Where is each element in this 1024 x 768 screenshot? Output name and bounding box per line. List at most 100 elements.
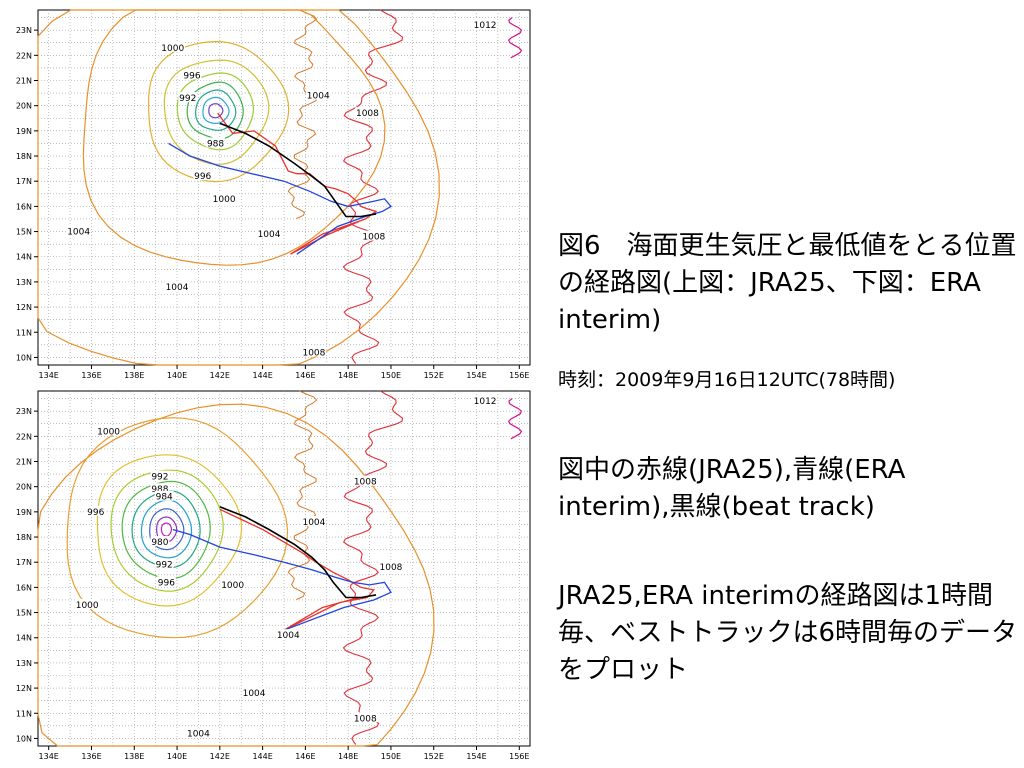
jra25-map-y-tick-label: 13N	[16, 278, 32, 287]
era-map-isobar	[140, 499, 193, 559]
era-map-x-tick-label: 136E	[81, 752, 101, 761]
jra25-map-isobar-label: 1004	[166, 283, 189, 293]
jra25-map-axes: 134E 136E 138E 140E 142E 144E 146E 148E 150E 152E…	[16, 26, 530, 380]
jra25-map-isobar-label: 992	[179, 94, 196, 104]
era-map-isobar-label: 992	[151, 473, 168, 483]
era-interim-map-panel: 1012 1000 992 988 984 996 980 992 996 1000 1000 100…	[0, 385, 540, 768]
era-map-isobar-label: 1008	[380, 563, 403, 573]
jra25-map-y-tick-label: 23N	[16, 26, 32, 35]
era-map-isobar	[160, 522, 172, 537]
era-map-isobar-label: 1004	[277, 631, 300, 641]
jra25-map-y-tick-label: 22N	[16, 51, 32, 60]
era-map-y-tick-label: 18N	[16, 533, 32, 542]
era-map-coastline	[287, 390, 523, 745]
figure-caption-legend: 図中の赤線(JRA25),青線(ERA interim),黒線(beat tra…	[558, 455, 906, 522]
jra25-map-x-tick-label: 134E	[39, 371, 59, 380]
jra25-map-isobar	[163, 59, 270, 165]
era-map-axes: 134E 136E 138E 140E 142E 144E 146E 148E 150E 152E…	[16, 407, 530, 761]
era-map-jra25-track	[219, 508, 376, 631]
era-map-isobar-label: 1008	[354, 478, 377, 488]
jra25-map-y-tick-label: 21N	[16, 76, 32, 85]
jra25-map-y-tick-label: 18N	[16, 152, 32, 161]
era-map-y-tick-label: 15N	[16, 609, 32, 618]
era-map-isobar	[121, 480, 211, 580]
era-map-y-tick-label: 13N	[16, 659, 32, 668]
jra25-map-isobar-label: 1000	[161, 44, 184, 54]
era-map-isobar-label: 988	[151, 485, 168, 495]
jra25-map-x-tick-label: 150E	[381, 371, 401, 380]
era-map-y-tick-label: 12N	[16, 684, 32, 693]
era-map-isobar	[149, 508, 185, 551]
era-map-x-tick-label: 156E	[509, 752, 529, 761]
era-map-x-tick-label: 142E	[210, 752, 230, 761]
figure-caption-note: JRA25,ERA interimの経路図は1時間毎、ベストトラックは6時間毎の…	[558, 581, 1018, 685]
jra25-map-y-tick-label: 15N	[16, 228, 32, 237]
jra25-map-y-tick-label: 20N	[16, 102, 32, 111]
jra25-map-isobar	[176, 72, 255, 151]
jra25-map-isobar-label: 1008	[362, 233, 385, 243]
era-map-isobar-label: 1008	[354, 714, 377, 724]
era-map-y-tick-label: 22N	[16, 432, 32, 441]
jra25-map-coastline	[287, 9, 523, 364]
jra25-map-y-tick-label: 14N	[16, 253, 32, 262]
jra25-map-x-tick-label: 138E	[124, 371, 144, 380]
era-map-x-tick-label: 146E	[295, 752, 315, 761]
jra25-map-isobar-label: 988	[207, 139, 224, 149]
jra25-map-y-tick-label: 16N	[16, 202, 32, 211]
era-map-y-tick-label: 11N	[16, 709, 32, 718]
era-map-isobar-label: 1000	[221, 581, 244, 591]
jra25-map-isobar-label: 1008	[302, 348, 325, 358]
jra25-map-isobar	[186, 81, 244, 140]
jra25-map-isobar	[194, 89, 237, 131]
era-map-x-tick-label: 138E	[124, 752, 144, 761]
jra25-map-isobar	[208, 103, 224, 119]
jra25-contour-map: 1012 1000 996 992 1004 1008 988 996 1000 1004 1004…	[16, 9, 531, 380]
jra25-map-x-tick-label: 146E	[295, 371, 315, 380]
jra25-map-isobar	[202, 96, 230, 124]
era-map-y-tick-label: 17N	[16, 558, 32, 567]
era-map-tracks	[172, 506, 392, 631]
era-map-y-tick-label: 21N	[16, 457, 32, 466]
jra25-map-panel: 1012 1000 996 992 1004 1008 988 996 1000 1004 1004…	[0, 0, 540, 385]
jra25-map-isobar	[82, 9, 386, 266]
era-map-isobars	[37, 403, 435, 747]
jra25-map-y-tick-label: 19N	[16, 127, 32, 136]
era-map-isobar-label: 992	[156, 561, 173, 571]
jra25-map-isobar-labels: 1012 1000 996 992 1004 1008 988 996 1000 1004 1004…	[66, 19, 498, 358]
jra25-map-y-tick-label: 11N	[16, 328, 32, 337]
era-map-y-tick-label: 19N	[16, 508, 32, 517]
jra25-map-isobar-label: 1008	[356, 109, 379, 119]
jra25-map-x-tick-label: 140E	[167, 371, 187, 380]
era-map-x-tick-label: 134E	[39, 752, 59, 761]
era-map-y-tick-label: 10N	[16, 734, 32, 743]
era-map-y-tick-label: 20N	[16, 483, 32, 492]
figure-caption-time: 時刻：2009年9月16日12UTC(78時間)	[558, 369, 896, 391]
era-map-x-tick-label: 154E	[466, 752, 486, 761]
era-map-x-tick-label: 148E	[338, 752, 358, 761]
era-map-isobar	[37, 403, 435, 747]
jra25-map-x-tick-label: 136E	[81, 371, 101, 380]
jra25-map-isobar-label: 1000	[213, 195, 236, 205]
era-map-x-tick-label: 144E	[252, 752, 272, 761]
jra25-map-y-tick-label: 12N	[16, 303, 32, 312]
era-map-isobar-label: 996	[87, 508, 104, 518]
era-map-isobar-label: 980	[151, 538, 168, 548]
era-map-isobar-label: 984	[156, 493, 173, 503]
jra25-map-jra25-track	[217, 112, 378, 255]
jra25-map-y-tick-label: 17N	[16, 177, 32, 186]
era-map-y-tick-label: 16N	[16, 583, 32, 592]
era-map-x-tick-label: 140E	[167, 752, 187, 761]
era-map-isobar-label: 996	[158, 578, 175, 588]
jra25-map-isobar-label: 996	[183, 71, 200, 81]
era-map-y-tick-label: 14N	[16, 634, 32, 643]
jra25-map-x-tick-label: 154E	[466, 371, 486, 380]
era-map-isobar-label: 1004	[187, 729, 210, 739]
era-map-best-track	[219, 506, 377, 599]
figure-caption-title: 図6 海面更生気圧と最低値をとる位置の経路図(上図：JRA25、下図：ERA i…	[558, 231, 1017, 335]
era-map-isobar	[131, 490, 201, 569]
era-map-isobar-label: 1000	[76, 601, 99, 611]
jra25-map-isobar-label: 1004	[307, 92, 330, 102]
era-map-isobar	[156, 516, 178, 543]
